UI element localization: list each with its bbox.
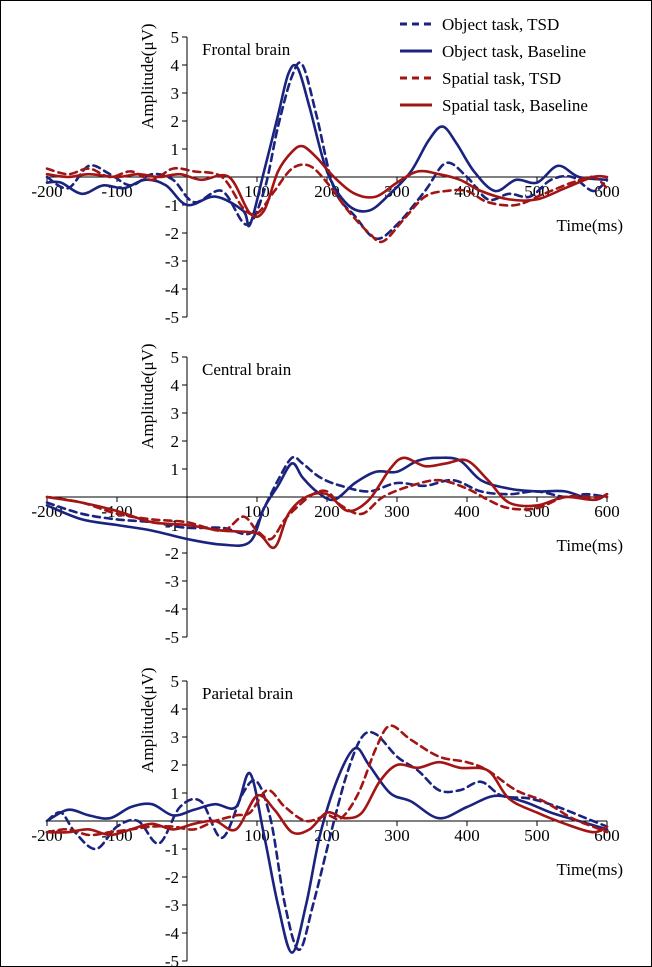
y-tick-label-frontal: 2 xyxy=(171,112,180,131)
y-tick-label-central: 4 xyxy=(171,376,180,395)
y-tick-label-parietal: 1 xyxy=(171,784,180,803)
y-tick-label-frontal: 1 xyxy=(171,140,180,159)
y-axis-label-parietal: Amplitude(μV) xyxy=(138,667,157,772)
y-tick-label-frontal: 5 xyxy=(171,28,180,47)
y-tick-label-frontal: -5 xyxy=(165,308,179,327)
series-object-baseline-parietal xyxy=(45,746,609,954)
legend-label-object-tsd: Object task, TSD xyxy=(442,15,559,34)
y-tick-label-frontal: -1 xyxy=(165,196,179,215)
x-tick-label-frontal: -200 xyxy=(31,182,62,201)
y-tick-label-frontal: -2 xyxy=(165,224,179,243)
y-tick-label-frontal: 4 xyxy=(171,56,180,75)
legend-item-object-tsd: Object task, TSD xyxy=(400,15,559,34)
y-tick-label-parietal: 5 xyxy=(171,672,180,691)
x-tick-label-frontal: 300 xyxy=(384,182,410,201)
y-tick-label-central: -3 xyxy=(165,572,179,591)
y-tick-label-central: -5 xyxy=(165,628,179,647)
y-tick-label-central: 3 xyxy=(171,404,180,423)
y-axis-label-central: Amplitude(μV) xyxy=(138,343,157,448)
legend-label-object-baseline: Object task, Baseline xyxy=(442,42,586,61)
series-object-tsd-parietal xyxy=(45,730,609,952)
y-tick-label-frontal: -3 xyxy=(165,252,179,271)
series-spatial-tsd-parietal xyxy=(45,724,609,837)
series-spatial-baseline-central xyxy=(45,456,609,550)
series-object-tsd-central xyxy=(45,455,609,536)
series-spatial-baseline-frontal xyxy=(45,144,609,219)
y-tick-label-parietal: -3 xyxy=(165,896,179,915)
y-tick-label-frontal: -4 xyxy=(165,280,180,299)
panel-title-central: Central brain xyxy=(202,360,292,379)
x-tick-label-central: 600 xyxy=(594,502,620,521)
x-tick-label-parietal: 500 xyxy=(524,826,550,845)
legend-item-spatial-baseline: Spatial task, Baseline xyxy=(400,96,588,115)
y-tick-label-central: 5 xyxy=(171,348,180,367)
series-object-baseline-frontal xyxy=(45,63,609,228)
x-axis-label-frontal: Time(ms) xyxy=(557,216,623,235)
x-tick-label-central: -200 xyxy=(31,502,62,521)
y-axis-label-frontal: Amplitude(μV) xyxy=(138,23,157,128)
y-tick-label-parietal: 4 xyxy=(171,700,180,719)
series-spatial-baseline-parietal xyxy=(45,760,609,837)
legend-item-spatial-tsd: Spatial task, TSD xyxy=(400,69,561,88)
legend-label-spatial-tsd: Spatial task, TSD xyxy=(442,69,561,88)
x-tick-label-central: 300 xyxy=(384,502,410,521)
y-tick-label-parietal: -5 xyxy=(165,952,179,967)
y-tick-label-parietal: 2 xyxy=(171,756,180,775)
y-tick-label-central: -4 xyxy=(165,600,180,619)
y-tick-label-central: 2 xyxy=(171,432,180,451)
x-tick-label-parietal: 400 xyxy=(454,826,480,845)
x-tick-label-frontal: 600 xyxy=(594,182,620,201)
x-tick-label-central: 200 xyxy=(314,502,340,521)
y-tick-label-frontal: 3 xyxy=(171,84,180,103)
y-tick-label-central: -2 xyxy=(165,544,179,563)
series-spatial-tsd-central xyxy=(45,478,609,541)
x-axis-label-parietal: Time(ms) xyxy=(557,860,623,879)
y-tick-label-central: 1 xyxy=(171,460,180,479)
legend-item-object-baseline: Object task, Baseline xyxy=(400,42,586,61)
x-tick-label-parietal: 300 xyxy=(384,826,410,845)
y-tick-label-parietal: -1 xyxy=(165,840,179,859)
x-tick-label-parietal: -200 xyxy=(31,826,62,845)
y-tick-label-parietal: -4 xyxy=(165,924,180,943)
panel-title-parietal: Parietal brain xyxy=(202,684,294,703)
y-tick-label-parietal: 3 xyxy=(171,728,180,747)
legend-label-spatial-baseline: Spatial task, Baseline xyxy=(442,96,588,115)
legend: Object task, TSD Object task, Baseline S… xyxy=(400,15,588,115)
series-spatial-tsd-frontal xyxy=(45,163,609,244)
y-tick-label-parietal: -2 xyxy=(165,868,179,887)
panel-title-frontal: Frontal brain xyxy=(202,40,291,59)
x-tick-label-central: 400 xyxy=(454,502,480,521)
x-axis-label-central: Time(ms) xyxy=(557,536,623,555)
